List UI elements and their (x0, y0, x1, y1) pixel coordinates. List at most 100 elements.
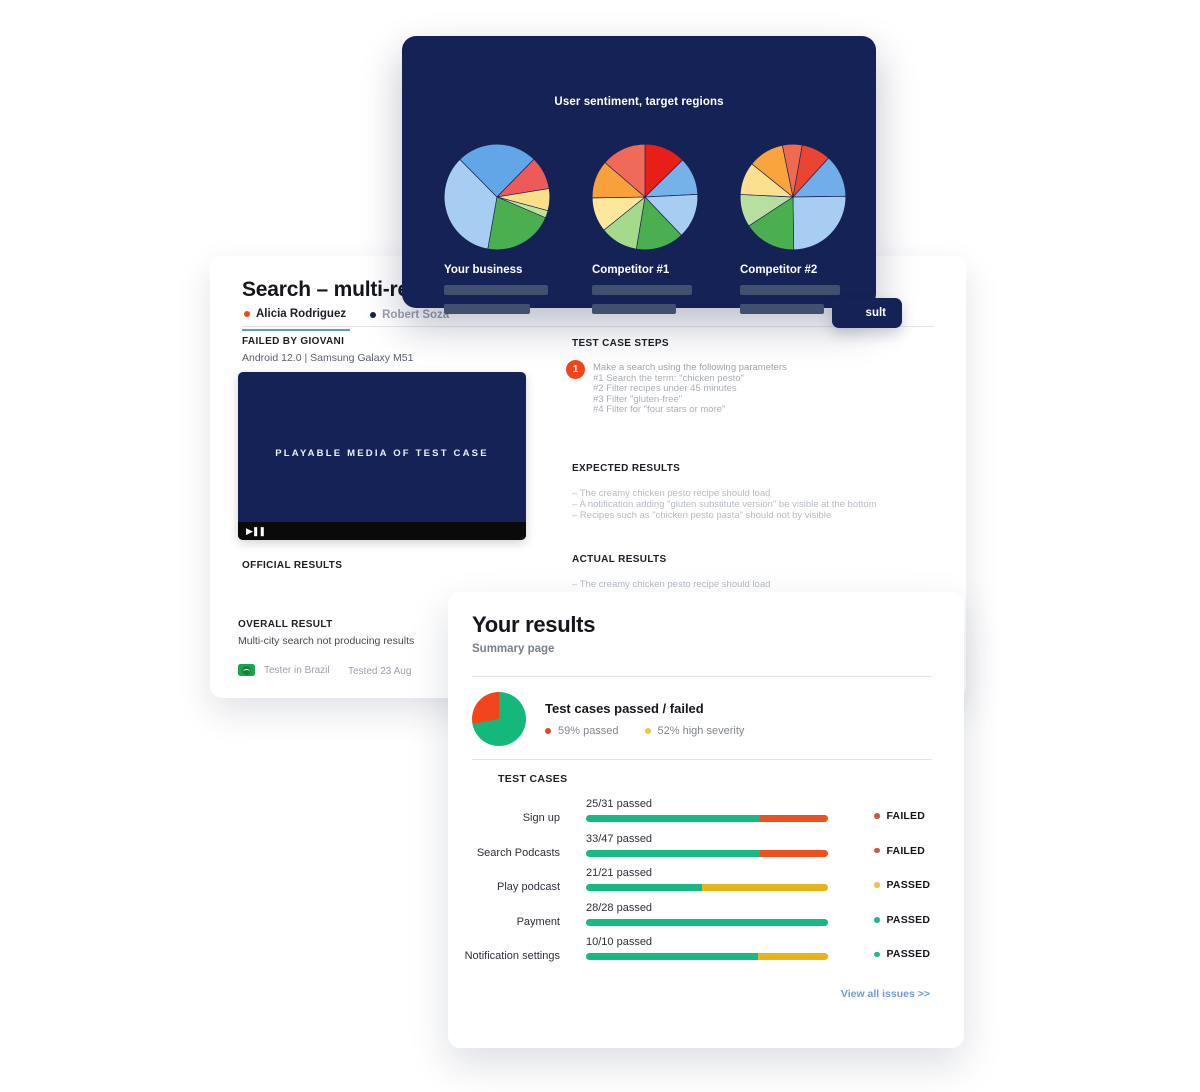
media-controls-bar: ▶❚❚ (238, 522, 526, 540)
page-title: Search – multi-recipe (242, 278, 451, 301)
tab-status-dot (370, 312, 377, 318)
results-card: Your results Summary page Test cases pas… (448, 592, 964, 1048)
device-info: Android 12.0 | Samsung Galaxy M51 (242, 352, 414, 364)
expected-line: – A notification adding "gluten substitu… (572, 498, 877, 510)
step-line: #1 Search the term: "chicken pesto" (593, 372, 744, 384)
pie-column-competitor-1: Competitor #1 (590, 142, 730, 314)
pie-chart-competitor-1 (590, 142, 700, 252)
bar-row: Notification settings 10/10 passed PASSED (465, 936, 942, 971)
new-result-button[interactable]: sult (831, 298, 902, 328)
summary-text: Test cases passed / failed 59% passed 52… (545, 701, 744, 737)
status-label: PASSED (886, 913, 931, 926)
legend-item-passed: 59% passed (545, 725, 619, 737)
bar-ratio-label: 21/21 passed (586, 867, 653, 880)
test-cases-bar-chart: Sign up 25/31 passed FAILED Search Podcasts… (465, 798, 942, 971)
bar-row: Payment 28/28 passed PASSED (482, 902, 942, 937)
bar-segment-severity (702, 884, 828, 892)
analytics-card: User sentiment, target regions Your busi… (402, 36, 902, 328)
summary-row: Test cases passed / failed 59% passed 52… (472, 692, 744, 746)
overall-result-heading: OVERALL RESULT (238, 619, 333, 630)
status-label: PASSED (886, 879, 931, 892)
bar-row: Play podcast 21/21 passed PASSED (482, 867, 942, 902)
bar-segment-passed (586, 815, 761, 822)
view-all-issues-link[interactable]: View all issues >> (840, 988, 930, 1000)
pie-slice (781, 143, 803, 198)
status-label: FAILED (886, 810, 926, 822)
pie-chart-your-business (442, 142, 552, 252)
bar-segment-passed (586, 884, 703, 892)
pie-slice (792, 195, 847, 251)
bar-segment-severity (757, 953, 828, 961)
bar-segment-passed (586, 953, 758, 961)
bar-label: Notification settings (464, 950, 560, 963)
bar-label: Sign up (522, 812, 560, 824)
step-line: #4 Filter for "four stars or more" (593, 404, 726, 416)
status-badge: FAILED (874, 810, 925, 822)
tab-robert-soza[interactable]: Robert Soza (368, 305, 453, 330)
tab-label: Alicia Rodriguez (256, 308, 347, 320)
pie-column-your-business: Your business (440, 142, 580, 314)
actual-line: – The creamy chicken pesto recipe should… (572, 579, 771, 590)
actual-results-list: – The creamy chicken pesto recipe should… (572, 579, 771, 591)
pie-slice (487, 196, 546, 251)
legend-label: 59% passed (558, 725, 619, 737)
status-badge: PASSED (874, 948, 930, 960)
bar-row: Sign up 25/31 passed FAILED (482, 798, 942, 833)
bar-track (586, 953, 828, 961)
legend-dot (545, 728, 551, 734)
status-dot (874, 813, 880, 819)
brazil-flag-icon (238, 664, 255, 676)
media-player[interactable]: PLAYABLE MEDIA OF TEST CASE ▶❚❚ (238, 372, 526, 540)
media-caption: PLAYABLE MEDIA OF TEST CASE (275, 448, 489, 459)
skeleton-line (592, 285, 692, 295)
summary-heading: Test cases passed / failed (545, 701, 704, 716)
expected-results-list: – The creamy chicken pesto recipe should… (572, 488, 877, 521)
bar-segment-failed (760, 849, 828, 857)
skeleton-line (740, 304, 824, 314)
pie-column-competitor-2: Competitor #2 (738, 142, 878, 314)
pie-slice (748, 196, 795, 251)
bar-label: Search Podcasts (476, 846, 560, 859)
bar-track (586, 815, 828, 822)
tester-name: Tester in Brazil (264, 664, 330, 676)
legend-label: 52% high severity (657, 725, 745, 737)
skeleton-line (740, 285, 840, 295)
play-pause-icon[interactable]: ▶❚❚ (246, 526, 266, 536)
status-badge: FAILED (874, 845, 925, 857)
step-number-badge: 1 (566, 360, 585, 379)
test-case-steps-list: Make a search using the following parame… (593, 362, 787, 416)
pie-label: Competitor #1 (592, 264, 670, 276)
actual-results-heading: ACTUAL RESULTS (572, 554, 667, 565)
failed-by-heading: FAILED BY GIOVANI (242, 336, 345, 347)
step-line: #3 Filter "gluten-free" (593, 393, 683, 405)
pie-slice (635, 196, 682, 251)
tested-date: Tested 23 Aug (348, 666, 412, 677)
status-label: FAILED (886, 844, 926, 857)
results-title: Your results (472, 612, 596, 637)
pie-slice (459, 143, 535, 198)
expected-line: – Recipes such as "chicken pesto pasta" … (572, 509, 832, 521)
bar-segment-failed (760, 815, 828, 822)
status-badge: PASSED (874, 914, 930, 926)
status-dot (874, 951, 880, 958)
status-dot (874, 847, 880, 854)
divider (472, 676, 932, 677)
pie-label: Competitor #2 (740, 264, 818, 276)
divider (472, 759, 932, 760)
tab-alicia-rodriguez[interactable]: Alicia Rodriguez (242, 304, 351, 331)
test-case-steps-heading: TEST CASE STEPS (572, 338, 669, 349)
bar-track (586, 918, 828, 926)
bar-ratio-label: 33/47 passed (586, 832, 653, 845)
pie-chart-competitor-2 (738, 142, 848, 252)
legend-dot (644, 728, 651, 734)
summary-legend: 59% passed 52% high severity (545, 725, 744, 737)
status-dot (874, 917, 880, 923)
official-results-heading: OFFICIAL RESULTS (242, 560, 343, 571)
bar-ratio-label: 25/31 passed (586, 798, 653, 810)
expected-results-heading: EXPECTED RESULTS (572, 463, 681, 474)
pie-label: Your business (444, 264, 523, 276)
overall-result-text: Multi-city search not producing results (238, 635, 415, 647)
pie-slice (443, 158, 498, 250)
summary-pie-chart (472, 692, 526, 746)
